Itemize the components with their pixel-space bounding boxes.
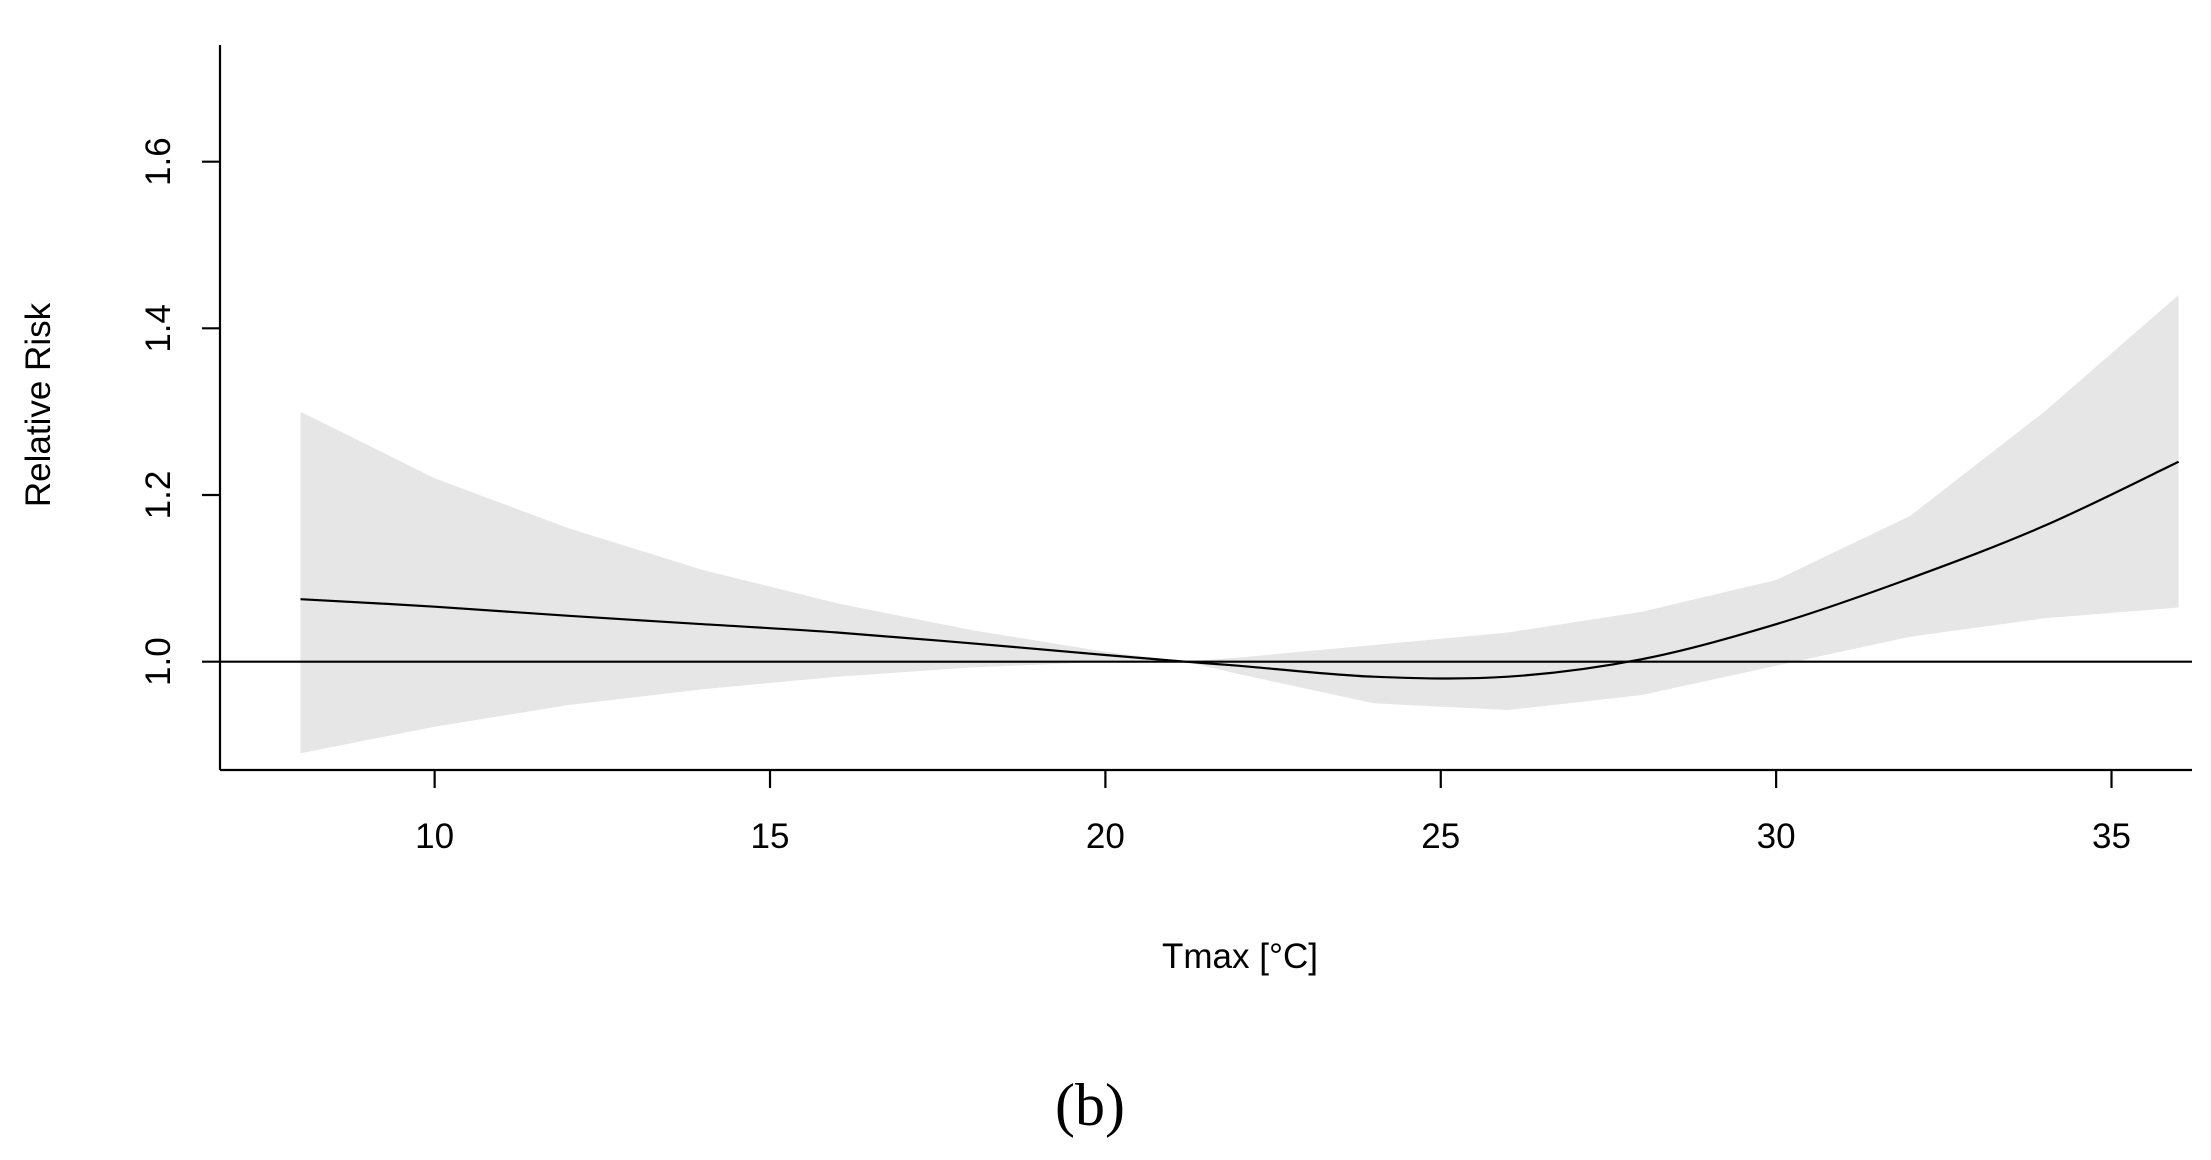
- panel-label: (b): [1055, 1072, 1125, 1138]
- x-axis-title: Tmax [°C]: [1162, 937, 1318, 976]
- y-axis-title: Relative Risk: [19, 302, 58, 507]
- confidence-band: [300, 295, 2179, 754]
- y-tick-label: 1.4: [139, 304, 178, 353]
- y-tick-label: 1.0: [139, 637, 178, 686]
- x-tick-label: 25: [1421, 817, 1460, 856]
- x-tick-label: 35: [2092, 817, 2131, 856]
- x-tick-label: 15: [751, 817, 790, 856]
- y-tick-label: 1.6: [139, 137, 178, 186]
- x-tick-label: 10: [415, 817, 454, 856]
- y-tick-label: 1.2: [139, 471, 178, 520]
- x-tick-label: 20: [1086, 817, 1125, 856]
- x-tick-label: 30: [1757, 817, 1796, 856]
- relative-risk-line: [300, 460, 2180, 680]
